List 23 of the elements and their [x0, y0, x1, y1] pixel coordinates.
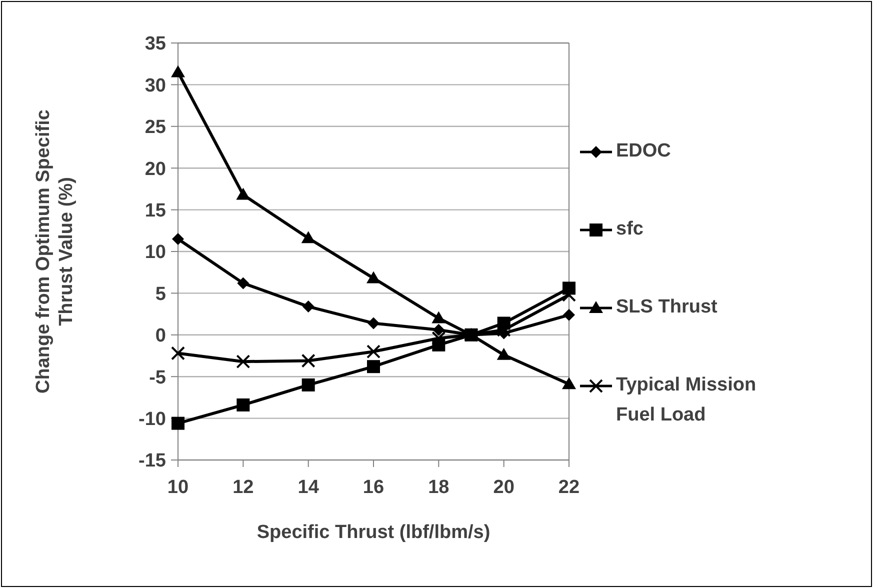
x-tick-label: 18	[428, 477, 450, 498]
legend-label: Typical Mission Fuel Load	[616, 374, 756, 426]
y-tick-label: 10	[144, 242, 166, 264]
y-tick-label: 25	[144, 117, 166, 138]
y-tick-label: 15	[144, 200, 166, 222]
y-tick-label: 5	[155, 284, 166, 305]
y-tick-label: 20	[144, 158, 166, 180]
y-axis-title: Change from Optimum Specific Thrust Value (%)	[33, 109, 77, 394]
y-tick-label: 35	[144, 34, 166, 55]
y-tick-label: -10	[138, 408, 166, 430]
y-tick-label: -15	[138, 450, 166, 472]
legend-label: SLS Thrust	[616, 296, 718, 318]
legend-label: EDOC	[616, 140, 672, 162]
x-tick-label: 22	[558, 477, 580, 498]
x-tick-label: 16	[362, 477, 384, 498]
y-tick-label: 0	[155, 326, 166, 347]
x-tick-label: 14	[298, 477, 320, 498]
legend-label: sfc	[616, 218, 644, 240]
y-tick-label: -5	[149, 367, 166, 388]
x-tick-label: 20	[493, 477, 514, 498]
x-tick-label: 12	[232, 477, 254, 498]
y-tick-label: 30	[144, 75, 166, 96]
x-axis-title: Specific Thrust (lbf/lbm/s)	[256, 522, 490, 543]
